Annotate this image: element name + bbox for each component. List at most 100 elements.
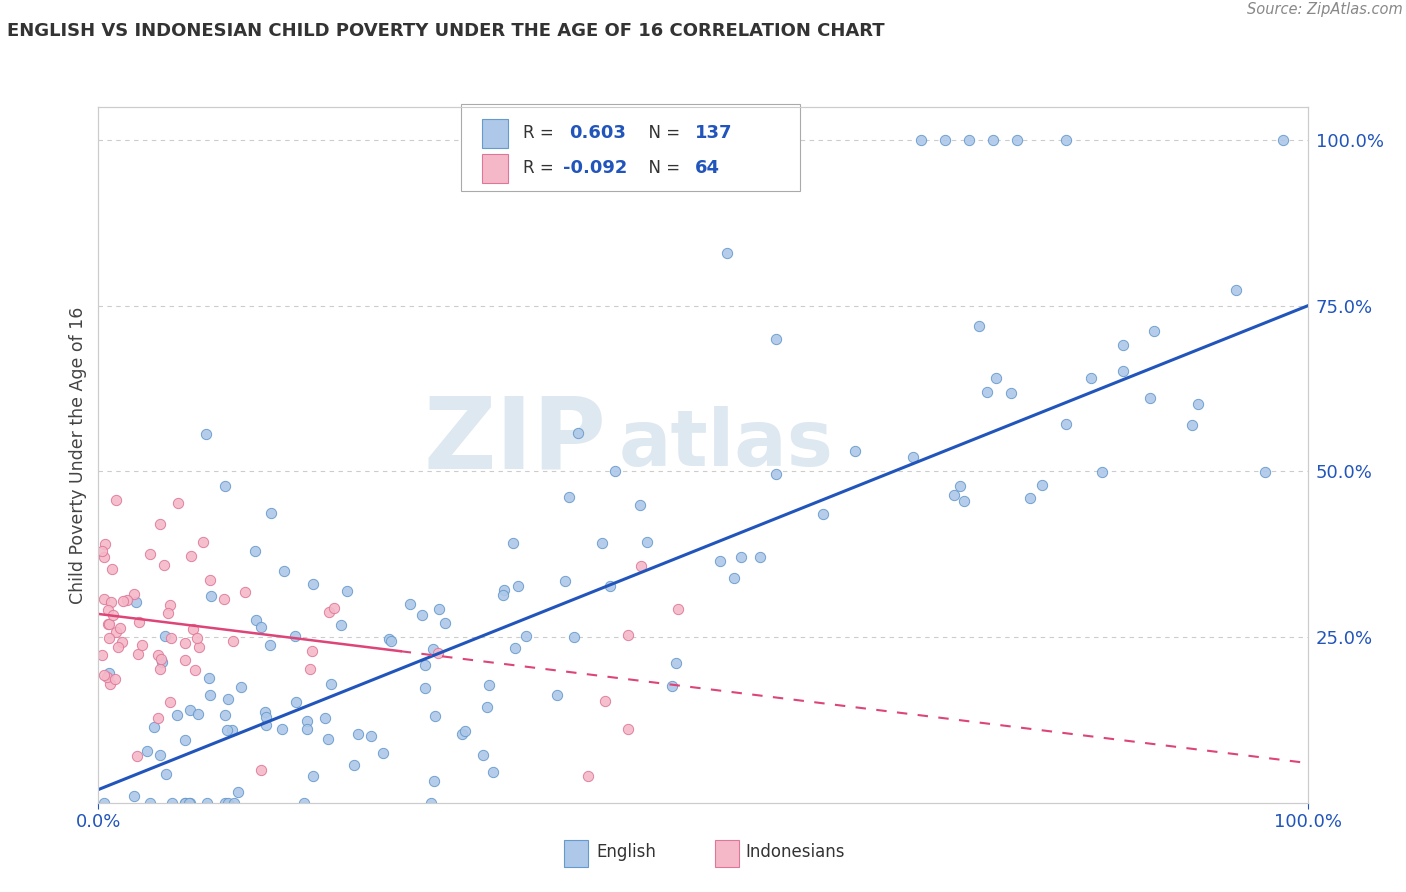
FancyBboxPatch shape [482, 119, 509, 148]
Point [159, 695, 181, 709]
Point [284, 629, 307, 643]
Point [301, 644, 323, 658]
Point [200, 589, 222, 603]
Point [101, 608, 124, 623]
Point [139, 796, 162, 810]
FancyBboxPatch shape [564, 840, 588, 867]
Point [949, 479, 972, 493]
Point [98, 677, 121, 691]
Point [1254, 465, 1277, 479]
Point [748, 549, 770, 564]
Point [162, 796, 184, 810]
Point [1187, 397, 1209, 411]
Point [166, 495, 188, 509]
Text: 64: 64 [695, 160, 720, 178]
FancyBboxPatch shape [461, 103, 800, 191]
Point [177, 796, 200, 810]
Point [503, 641, 526, 656]
Point [508, 579, 530, 593]
Point [471, 748, 494, 763]
Point [128, 615, 150, 630]
Point [665, 656, 688, 670]
Point [1054, 417, 1077, 431]
Point [195, 796, 218, 810]
Point [319, 677, 342, 691]
Point [174, 653, 197, 667]
Point [231, 681, 253, 695]
Point [155, 767, 177, 781]
Point [149, 747, 172, 762]
Point [226, 785, 249, 799]
Point [576, 769, 599, 783]
Point [104, 493, 127, 508]
Point [423, 709, 446, 723]
Point [297, 714, 319, 728]
Point [273, 564, 295, 578]
Point [180, 549, 202, 563]
Point [292, 796, 315, 810]
Point [1142, 324, 1164, 338]
Point [193, 535, 215, 549]
Text: Source: ZipAtlas.com: Source: ZipAtlas.com [1247, 2, 1403, 17]
Point [138, 547, 160, 561]
Point [217, 723, 239, 737]
Point [214, 708, 236, 723]
Point [661, 679, 683, 693]
Point [250, 619, 273, 633]
Point [131, 638, 153, 652]
Point [415, 658, 437, 673]
Point [1272, 133, 1295, 147]
Point [100, 595, 122, 609]
Point [97, 603, 120, 617]
Point [198, 671, 221, 685]
Point [1054, 133, 1077, 147]
Point [254, 718, 277, 732]
Point [371, 746, 394, 760]
Point [149, 662, 172, 676]
Y-axis label: Child Poverty Under the Age of 16: Child Poverty Under the Age of 16 [69, 306, 87, 604]
Point [1225, 283, 1247, 297]
Point [427, 646, 450, 660]
Point [451, 727, 474, 741]
Point [595, 694, 617, 708]
Point [478, 678, 501, 692]
Point [96, 670, 118, 684]
Point [166, 707, 188, 722]
Point [636, 534, 658, 549]
Point [617, 628, 640, 642]
Point [1139, 391, 1161, 405]
Point [765, 467, 787, 481]
Point [112, 593, 135, 607]
Point [187, 706, 209, 721]
Point [901, 450, 924, 464]
Point [97, 616, 120, 631]
Point [125, 749, 148, 764]
Point [475, 700, 498, 714]
Point [411, 607, 433, 622]
Point [173, 732, 195, 747]
Text: -0.092: -0.092 [562, 160, 627, 178]
Point [284, 695, 307, 709]
Point [1181, 417, 1204, 432]
Point [502, 536, 524, 550]
Point [434, 616, 457, 631]
Point [188, 640, 211, 655]
Point [214, 591, 236, 606]
Point [378, 632, 401, 646]
Point [108, 621, 131, 635]
Point [214, 479, 236, 493]
Point [159, 632, 181, 646]
Point [844, 443, 866, 458]
Point [1000, 385, 1022, 400]
Point [1112, 364, 1135, 378]
Point [146, 648, 169, 663]
Point [194, 427, 217, 442]
Point [159, 599, 181, 613]
Point [198, 573, 221, 587]
Point [554, 574, 576, 588]
Point [546, 688, 568, 702]
Text: 0.603: 0.603 [569, 125, 626, 143]
Point [104, 672, 127, 686]
Point [603, 464, 626, 478]
Point [360, 729, 382, 743]
